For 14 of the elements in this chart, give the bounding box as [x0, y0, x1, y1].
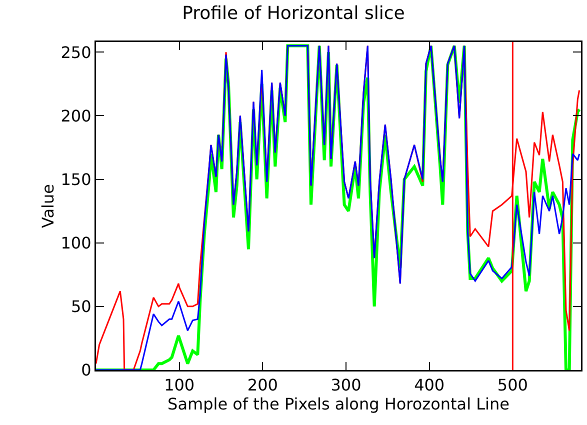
x-tick-label: 400 [414, 376, 445, 395]
y-tick-label: 0 [81, 360, 92, 380]
y-tick-label: 200 [60, 106, 92, 126]
y-tick-label: 100 [60, 233, 92, 252]
y-tick-label: 150 [60, 170, 92, 189]
chart-title: Profile of Horizontal slice [182, 2, 405, 24]
x-tick-label: 500 [497, 376, 528, 395]
y-tick-label: 50 [70, 297, 92, 316]
x-tick-label: 200 [247, 376, 278, 395]
y-tick-label: 250 [60, 42, 92, 62]
x-tick-label: 100 [164, 376, 195, 395]
y-axis-title: Value [38, 184, 58, 228]
x-axis-title: Sample of the Pixels along Horozontal Line [168, 394, 510, 414]
x-tick-label: 300 [330, 376, 362, 395]
